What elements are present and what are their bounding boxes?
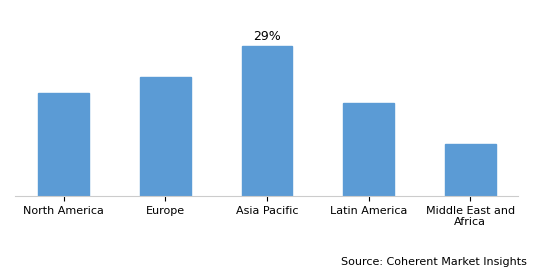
Text: Source: Coherent Market Insights: Source: Coherent Market Insights [342, 256, 527, 267]
Bar [38, 92, 89, 196]
Bar [343, 103, 394, 196]
Bar [445, 144, 495, 196]
Bar [242, 46, 292, 196]
Bar [140, 77, 191, 196]
Text: 29%: 29% [253, 30, 281, 44]
